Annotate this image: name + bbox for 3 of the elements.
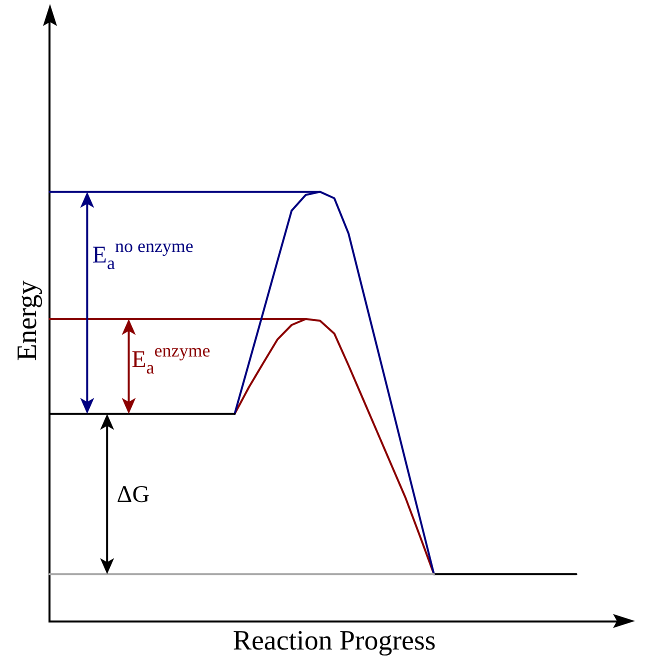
annotation: ΔG	[116, 482, 150, 508]
x-axis-title: Reaction Progress	[232, 626, 436, 657]
y-axis-title: Energy	[12, 280, 44, 361]
